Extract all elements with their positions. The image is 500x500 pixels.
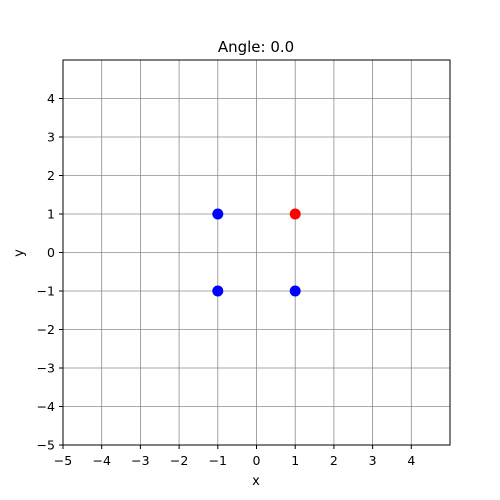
data-point	[212, 285, 224, 297]
y-tick-label: 1	[47, 207, 55, 222]
y-axis-label: y	[12, 249, 27, 257]
y-tick-label: −1	[37, 284, 55, 299]
y-tick-label: −5	[37, 438, 55, 453]
x-tick-label: 4	[407, 453, 415, 468]
data-point	[289, 285, 301, 297]
x-tick-label: 1	[291, 453, 299, 468]
y-tick-label: −4	[37, 399, 55, 414]
x-tick-label: 3	[369, 453, 377, 468]
x-tick-label: −2	[170, 453, 188, 468]
y-tick-label: −3	[37, 361, 55, 376]
y-tick-label: 4	[47, 91, 55, 106]
x-axis-label: x	[252, 474, 260, 489]
x-tick-label: −3	[131, 453, 149, 468]
y-tick-label: 2	[47, 168, 55, 183]
x-tick-label: 0	[253, 453, 261, 468]
data-point	[289, 208, 301, 220]
y-tick-label: 0	[47, 245, 55, 260]
grid	[62, 60, 450, 446]
x-tick-label: −5	[54, 453, 72, 468]
y-tick-label: 3	[47, 130, 55, 145]
x-tick-label: 2	[330, 453, 338, 468]
data-point	[212, 208, 224, 220]
chart-title: Angle: 0.0	[218, 38, 294, 56]
y-tick-label: −2	[37, 322, 55, 337]
data-points	[212, 208, 301, 297]
axis-ticks: −5 −4 −3 −2 −1 0 1 2 3 4 −5 −4 −3 −2 −1 0 1 2 3 4	[37, 91, 416, 468]
x-tick-label: −4	[92, 453, 110, 468]
x-tick-label: −1	[209, 453, 227, 468]
